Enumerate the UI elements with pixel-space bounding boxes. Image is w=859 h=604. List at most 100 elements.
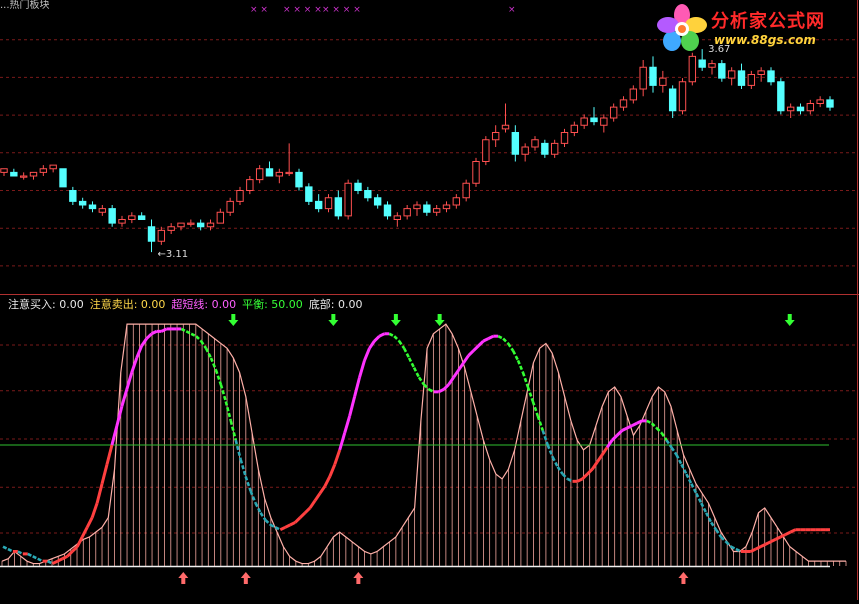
candle-body — [29, 171, 38, 177]
candle-body — [334, 197, 343, 217]
line-segment — [710, 521, 718, 531]
candle-body — [452, 197, 461, 206]
candle — [570, 121, 579, 137]
line-segment — [735, 547, 742, 553]
candle-body — [403, 208, 411, 217]
candle-body — [354, 182, 362, 191]
candle — [737, 63, 746, 89]
candle — [491, 125, 500, 147]
line-segment — [690, 483, 698, 495]
candle-body — [806, 103, 815, 112]
candle-body — [295, 171, 303, 188]
line-segment — [135, 345, 144, 359]
line-segment — [120, 388, 129, 407]
candle-body — [727, 70, 736, 79]
line-segment — [7, 547, 14, 553]
candle-body — [826, 99, 834, 108]
line-segment — [2, 545, 9, 551]
line-segment — [105, 444, 114, 465]
line-segment — [477, 339, 485, 347]
line-segment — [670, 446, 678, 456]
candle — [786, 103, 795, 118]
candle-body — [49, 164, 57, 170]
line-segment — [605, 439, 614, 449]
line-segment — [130, 357, 139, 373]
candle — [747, 70, 756, 89]
line-segment — [378, 332, 385, 338]
line-segment — [61, 554, 69, 561]
line-segment — [51, 559, 59, 565]
line-segment — [789, 528, 796, 534]
candle — [442, 201, 451, 213]
line-segment — [269, 523, 276, 529]
line-segment — [17, 550, 24, 556]
top-marker: × × × × — [322, 5, 361, 15]
candle-body — [796, 106, 805, 112]
candle — [39, 165, 48, 176]
line-segment — [650, 422, 658, 430]
candle — [580, 114, 588, 129]
line-segment — [85, 516, 94, 528]
line-segment — [284, 523, 291, 529]
line-segment — [551, 456, 559, 468]
candle-body — [423, 204, 431, 213]
line-segment — [438, 388, 445, 394]
line-segment — [219, 384, 228, 402]
line-segment — [318, 485, 327, 495]
candle — [78, 197, 87, 209]
candle — [59, 168, 67, 188]
buy-arrow-icon — [178, 572, 189, 584]
line-segment — [779, 533, 787, 539]
candle — [295, 168, 303, 191]
candle-body — [98, 208, 107, 213]
candle-body — [737, 70, 746, 86]
line-segment — [304, 506, 312, 514]
candle-body — [609, 106, 618, 119]
candle — [767, 67, 775, 86]
candle-body — [324, 197, 333, 210]
line-segment — [229, 420, 238, 441]
candle — [777, 78, 785, 115]
candle — [413, 201, 421, 216]
candle — [757, 67, 765, 82]
candle-body — [246, 179, 254, 191]
line-segment — [730, 545, 737, 551]
line-segment — [700, 502, 708, 514]
candle — [177, 222, 185, 231]
candle-body — [69, 190, 77, 202]
candle — [373, 194, 382, 209]
candle-body — [216, 211, 225, 224]
line-segment — [294, 516, 302, 524]
line-segment — [423, 383, 430, 391]
line-segment — [784, 530, 792, 536]
line-segment — [115, 405, 124, 427]
candle — [246, 176, 254, 195]
line-segment — [462, 354, 470, 364]
candle — [393, 212, 402, 227]
line-segment — [511, 350, 520, 361]
candle — [698, 49, 706, 71]
candle — [157, 226, 166, 245]
line-segment — [561, 473, 569, 480]
line-segment — [660, 432, 668, 441]
candle — [501, 103, 510, 133]
candle-body — [580, 117, 588, 126]
candle-body — [777, 81, 785, 112]
candle — [560, 128, 569, 147]
line-segment — [487, 334, 494, 340]
line-segment — [467, 349, 475, 357]
candle-body — [619, 99, 628, 108]
line-segment — [185, 330, 192, 335]
line-segment — [388, 332, 395, 338]
line-segment — [655, 427, 663, 434]
line-segment — [145, 332, 153, 340]
legend-item: 注意买入: 0.00 — [8, 298, 84, 311]
candle — [472, 157, 480, 187]
candle-body — [413, 204, 421, 210]
candle — [334, 190, 343, 220]
candle-body — [629, 88, 638, 101]
line-segment — [358, 359, 366, 378]
legend-item: 注意卖出: 0.00 — [89, 298, 166, 311]
